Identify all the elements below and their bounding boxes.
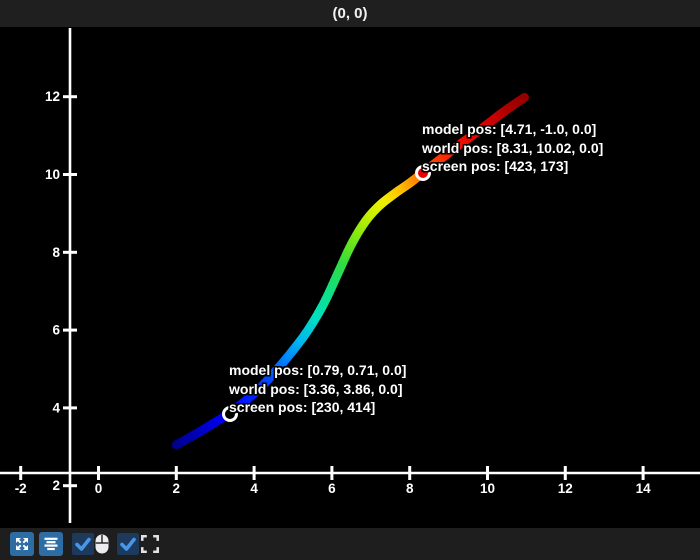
expand-arrows-button[interactable]: [10, 532, 34, 556]
checkmark-icon: [75, 537, 91, 551]
x-tick-label: 14: [636, 481, 652, 496]
x-tick-label: 2: [173, 481, 181, 496]
bottom-toolbar: [0, 528, 700, 560]
screen-pos-text: screen pos: [423, 173]: [422, 158, 569, 174]
mouse-indicator[interactable]: [95, 534, 109, 554]
model-pos-text: model pos: [4.71, -1.0, 0.0]: [422, 121, 597, 137]
x-tick-label: 4: [250, 481, 258, 496]
fullscreen-button[interactable]: [141, 535, 159, 553]
x-tick-label: 12: [558, 481, 573, 496]
y-tick-label: 6: [52, 323, 60, 338]
fullscreen-icon: [141, 535, 159, 553]
point-2-annotation: model pos: [4.71, -1.0, 0.0] world pos: …: [422, 120, 603, 176]
checkbox-right[interactable]: [117, 533, 139, 555]
y-tick-label: 4: [52, 400, 60, 415]
checkbox-left[interactable]: [72, 533, 94, 555]
x-tick-label: 0: [95, 481, 103, 496]
point-2-marker[interactable]: [415, 165, 431, 181]
screen-pos-text: screen pos: [230, 414]: [229, 399, 376, 415]
align-center-lines-button[interactable]: [39, 532, 63, 556]
x-tick-label: 10: [480, 481, 495, 496]
expand-arrows-icon: [16, 538, 28, 550]
model-pos-text: model pos: [0.79, 0.71, 0.0]: [229, 362, 407, 378]
x-tick-label: 8: [406, 481, 414, 496]
coordinate-readout: (0, 0): [332, 5, 368, 22]
world-pos-text: world pos: [8.31, 10.02, 0.0]: [422, 139, 604, 156]
title-bar: (0, 0): [0, 0, 700, 27]
x-tick-label: -2: [15, 481, 27, 496]
y-tick-label: 12: [45, 89, 60, 104]
point-1-marker[interactable]: [222, 406, 238, 422]
checkmark-icon: [120, 537, 136, 551]
y-tick-label: 10: [45, 167, 60, 182]
align-center-lines-icon: [44, 537, 58, 551]
y-tick-label: 2: [52, 478, 60, 493]
point-1-annotation: model pos: [0.79, 0.71, 0.0] world pos: …: [229, 361, 406, 417]
y-tick-label: 8: [52, 245, 60, 260]
x-tick-label: 6: [328, 481, 336, 496]
world-pos-text: world pos: [3.36, 3.86, 0.0]: [229, 380, 403, 397]
curve-segment: [518, 92, 529, 104]
mouse-icon: [95, 534, 109, 554]
